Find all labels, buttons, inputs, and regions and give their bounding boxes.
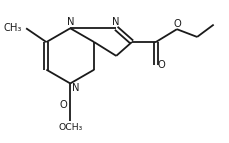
Text: N: N	[72, 83, 79, 93]
Text: O: O	[172, 19, 180, 29]
Text: CH₃: CH₃	[3, 23, 22, 33]
Text: OCH₃: OCH₃	[58, 123, 82, 132]
Text: N: N	[66, 17, 74, 27]
Text: O: O	[59, 100, 67, 110]
Text: N: N	[112, 17, 120, 27]
Text: O: O	[157, 60, 165, 70]
